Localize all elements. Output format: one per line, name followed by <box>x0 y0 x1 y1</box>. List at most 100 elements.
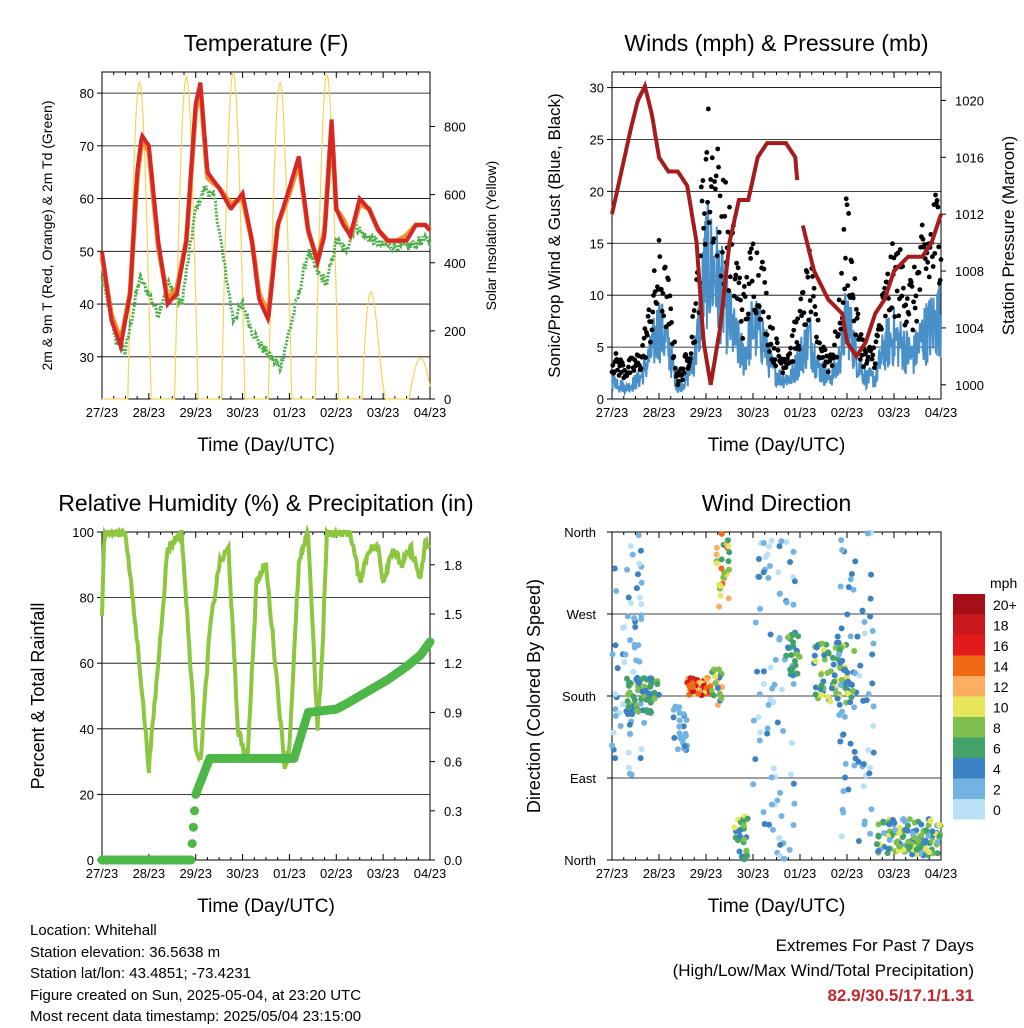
wind-dir-point <box>637 547 644 554</box>
y2-tick-label: 400 <box>444 256 466 271</box>
gust-point <box>803 322 808 328</box>
wind-dir-point <box>713 551 720 558</box>
wind-dir-point <box>792 662 799 669</box>
wind-dir-point <box>790 821 797 828</box>
panel-1: 27/23 28/23 29/23 30/23 01/23 02/23 03/23 04/23… <box>39 30 499 456</box>
wind-dir-point <box>870 749 877 756</box>
gust-point <box>706 220 712 225</box>
wind-dir-point <box>767 631 774 638</box>
gust-point <box>727 204 732 210</box>
gust-point <box>702 211 707 217</box>
gust-point <box>741 284 747 289</box>
gust-point <box>713 186 718 192</box>
gust-point <box>736 280 742 286</box>
wind-dir-point <box>708 687 715 694</box>
wind-dir-point <box>783 539 790 546</box>
gust-point <box>903 302 909 308</box>
wind-dir-point <box>632 623 639 630</box>
station-elevation: Station elevation: 36.5638 m <box>30 943 221 961</box>
wind-dir-point <box>909 851 916 858</box>
gust-point <box>854 315 860 321</box>
x-tick-label: 28/23 <box>133 405 166 420</box>
wind-dir-point <box>851 762 858 769</box>
y2-tick-label: 600 <box>444 188 466 203</box>
x-tick-label: 30/23 <box>737 405 770 420</box>
wind-dir-point <box>638 746 645 753</box>
wind-dir-point <box>609 651 616 658</box>
wind-dir-point <box>839 708 846 715</box>
wind-dir-point <box>827 698 834 705</box>
wind-dir-point <box>845 584 852 591</box>
station-info: Location: Whitehall Station elevation: 3… <box>30 920 361 1028</box>
gust-point <box>845 283 851 289</box>
gust-point <box>750 241 756 247</box>
wind-dir-point <box>860 761 867 768</box>
wind-dir-point <box>676 717 683 724</box>
wind-dir-point <box>841 713 848 720</box>
panel-3: 27/23 28/23 29/23 30/23 01/23 02/23 03/23 04/23… <box>28 490 474 917</box>
y2-axis-label: Station Pressure (Maroon) <box>999 136 1018 335</box>
wind-dir-point <box>689 683 696 690</box>
wind-dir-point <box>767 664 774 671</box>
wind-dir-point <box>614 665 621 672</box>
y-tick-label: West <box>567 607 597 622</box>
y-tick-label: 20 <box>590 184 604 199</box>
y-tick-label: 15 <box>590 236 604 251</box>
wind-dir-point <box>634 678 641 685</box>
wind-dir-point <box>929 828 936 835</box>
wind-dir-point <box>677 734 684 741</box>
wind-dir-point <box>839 546 846 553</box>
gust-point <box>661 313 667 319</box>
y2-tick-label: 0.6 <box>444 755 462 770</box>
wind-dir-point <box>778 538 785 545</box>
y-tick-label: 80 <box>80 591 94 606</box>
gust-point <box>917 287 923 293</box>
chart-title: Wind Direction <box>702 490 852 516</box>
gust-point <box>872 361 878 367</box>
wind-dir-point <box>785 634 792 641</box>
wind-dir-point <box>787 559 794 566</box>
gust-point <box>751 294 757 300</box>
gust-point <box>825 369 831 375</box>
wind-dir-point <box>627 600 634 607</box>
wind-dir-point <box>756 737 763 744</box>
gust-point <box>909 284 915 289</box>
wind-dir-point <box>683 716 690 723</box>
gust-point <box>916 270 922 275</box>
wind-dir-point <box>624 613 631 620</box>
wind-dir-point <box>754 668 761 675</box>
wind-dir-point <box>860 783 867 790</box>
gust-point <box>885 271 891 277</box>
wind-dir-point <box>776 590 783 597</box>
x-tick-label: 04/23 <box>925 405 958 420</box>
wind-dir-point <box>760 668 767 675</box>
gust-point <box>749 246 754 252</box>
legend-label: 18 <box>993 618 1009 634</box>
y-tick-label: South <box>562 689 596 704</box>
wind-dir-point <box>865 690 872 697</box>
wind-dir-point <box>621 659 628 666</box>
gust-point <box>770 325 775 331</box>
wind-dir-point <box>636 594 643 601</box>
x-axis-label: Time (Day/UTC) <box>708 435 846 456</box>
wind-dir-point <box>868 571 875 578</box>
wind-dir-point <box>625 594 632 601</box>
wind-dir-point <box>812 691 819 698</box>
wind-dir-point <box>766 543 773 550</box>
extremes-values: 82.9/30.5/17.1/1.31 <box>827 986 974 1005</box>
wind-dir-point <box>752 619 759 626</box>
wind-dir-point <box>768 537 775 544</box>
x-axis-label: Time (Day/UTC) <box>197 435 335 456</box>
y-axis-label: Direction (Colored By Speed) <box>524 579 544 813</box>
wind-dir-point <box>750 781 757 788</box>
x-tick-label: 02/23 <box>320 405 353 420</box>
gust-point <box>869 356 875 362</box>
x-tick-label: 27/23 <box>596 405 629 420</box>
wind-dir-point <box>713 544 720 551</box>
gust-point <box>715 146 721 152</box>
gust-point <box>839 270 844 276</box>
wind-dir-point <box>834 695 841 702</box>
gust-point <box>687 356 693 362</box>
wind-dir-point <box>829 654 836 661</box>
wind-dir-point <box>760 540 767 547</box>
